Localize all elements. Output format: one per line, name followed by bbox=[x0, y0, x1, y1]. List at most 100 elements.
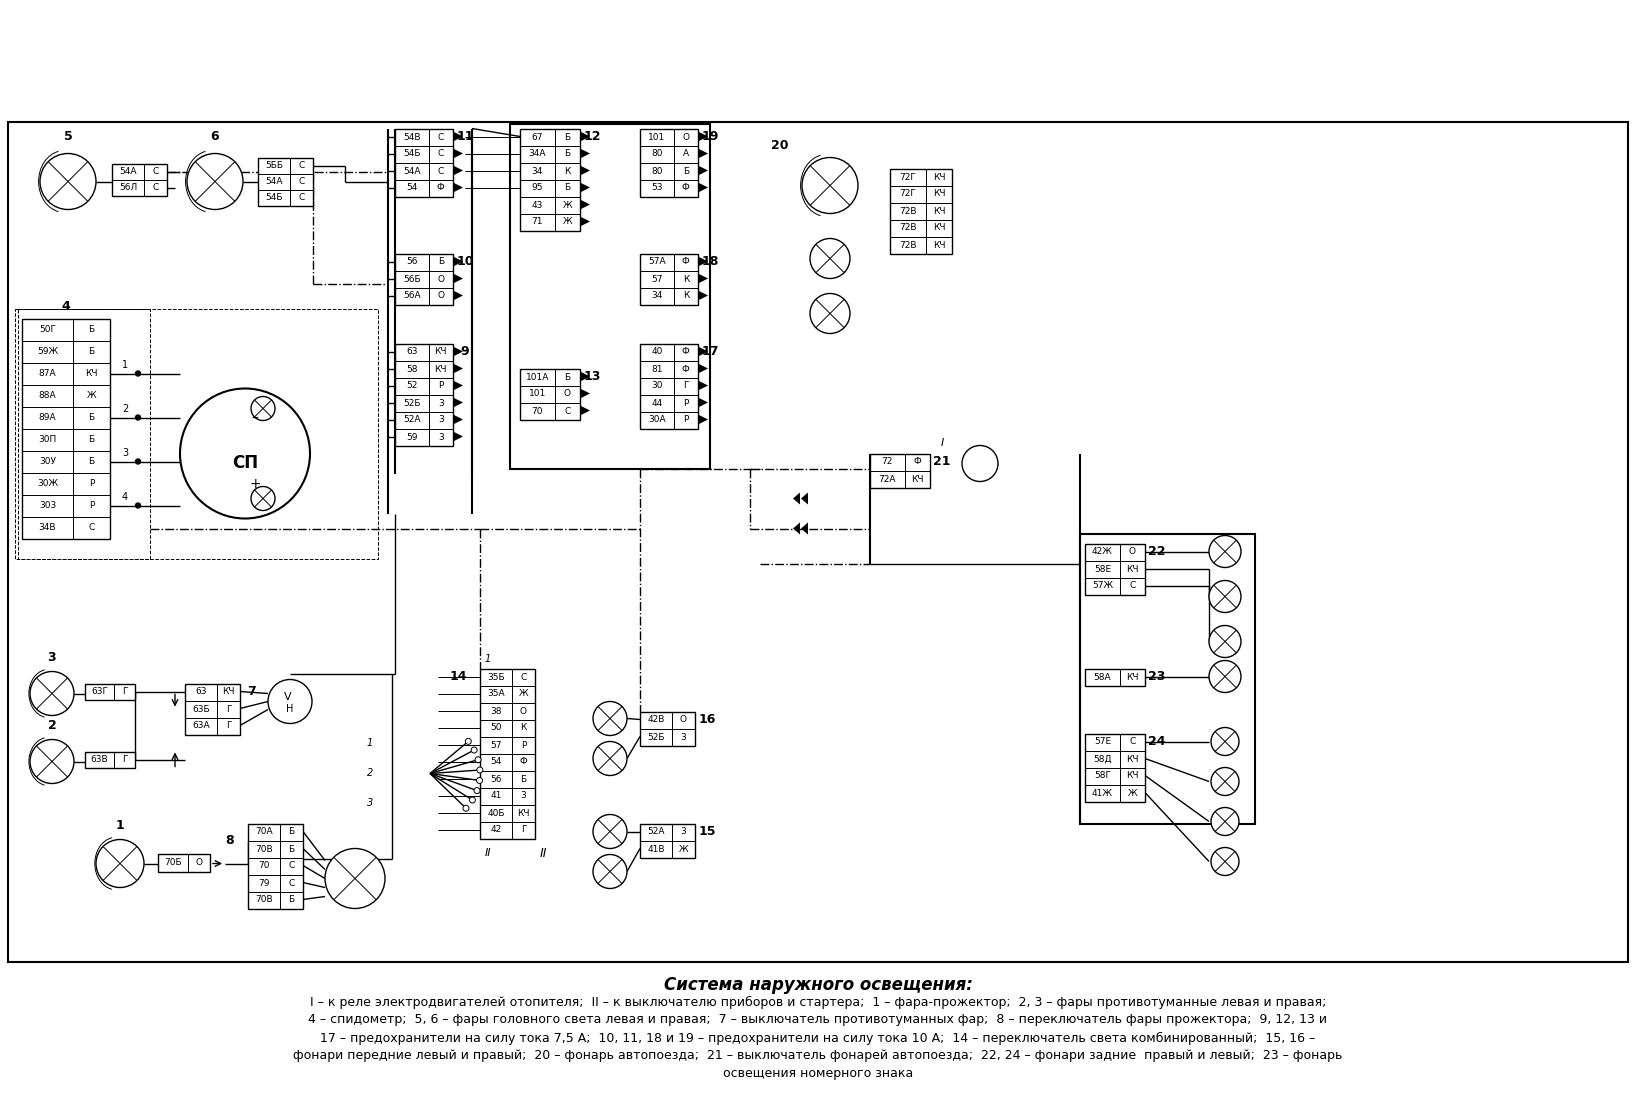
Bar bbox=[85, 683, 136, 700]
Text: КЧ: КЧ bbox=[517, 808, 530, 817]
Bar bbox=[1080, 533, 1255, 824]
Circle shape bbox=[326, 848, 384, 908]
Polygon shape bbox=[453, 182, 463, 192]
Text: 88А: 88А bbox=[39, 391, 56, 400]
Text: 2: 2 bbox=[47, 719, 56, 732]
Polygon shape bbox=[699, 166, 708, 176]
Text: Б: Б bbox=[564, 183, 571, 192]
Text: 2: 2 bbox=[366, 769, 373, 779]
Text: II: II bbox=[484, 848, 491, 859]
Text: О: О bbox=[682, 133, 689, 142]
Bar bbox=[18, 308, 378, 558]
Text: 34А: 34А bbox=[528, 149, 546, 158]
Bar bbox=[185, 683, 240, 735]
Text: 24: 24 bbox=[1148, 735, 1166, 748]
Text: КЧ: КЧ bbox=[1126, 755, 1139, 764]
Polygon shape bbox=[699, 273, 708, 283]
Bar bbox=[85, 751, 136, 768]
Text: Б: Б bbox=[564, 149, 571, 158]
Text: 71: 71 bbox=[532, 217, 543, 226]
Text: 56: 56 bbox=[491, 774, 502, 783]
Circle shape bbox=[1211, 727, 1238, 756]
Text: 80: 80 bbox=[651, 149, 663, 158]
Text: 3: 3 bbox=[438, 416, 443, 425]
Bar bbox=[258, 158, 312, 205]
Polygon shape bbox=[453, 166, 463, 176]
Bar bbox=[520, 369, 581, 419]
Polygon shape bbox=[581, 148, 591, 158]
Text: С: С bbox=[1129, 581, 1135, 590]
Polygon shape bbox=[793, 493, 800, 505]
Text: КЧ: КЧ bbox=[1126, 672, 1139, 681]
Circle shape bbox=[592, 701, 627, 735]
Text: С: С bbox=[438, 133, 443, 142]
Text: Г: Г bbox=[226, 722, 231, 731]
Text: 44: 44 bbox=[651, 398, 663, 407]
Polygon shape bbox=[453, 431, 463, 441]
Text: Б: Б bbox=[88, 325, 95, 333]
Text: 70В: 70В bbox=[255, 895, 273, 905]
Bar bbox=[394, 253, 453, 305]
Text: Б: Б bbox=[88, 347, 95, 357]
Circle shape bbox=[1209, 535, 1242, 567]
Text: 101А: 101А bbox=[525, 373, 550, 382]
Text: 57Е: 57Е bbox=[1094, 737, 1111, 746]
Text: 52А: 52А bbox=[648, 827, 664, 837]
Polygon shape bbox=[581, 388, 591, 398]
Text: 3: 3 bbox=[366, 799, 373, 808]
Bar bbox=[510, 124, 710, 468]
Text: 63Б: 63Б bbox=[191, 704, 209, 713]
Text: 56А: 56А bbox=[402, 292, 420, 301]
Bar bbox=[640, 253, 699, 305]
Text: 22: 22 bbox=[1148, 545, 1166, 558]
Text: 41Ж: 41Ж bbox=[1091, 789, 1112, 798]
Text: Б: Б bbox=[88, 436, 95, 444]
Bar bbox=[111, 163, 167, 195]
Text: 4: 4 bbox=[123, 491, 128, 501]
Circle shape bbox=[1209, 580, 1242, 612]
Text: Р: Р bbox=[684, 416, 689, 425]
Text: 4 – спидометр;  5, 6 – фары головного света левая и правая;  7 – выключатель про: 4 – спидометр; 5, 6 – фары головного све… bbox=[309, 1014, 1327, 1027]
Bar bbox=[1085, 543, 1145, 595]
Text: Р: Р bbox=[88, 479, 95, 488]
Text: Б: Б bbox=[288, 895, 294, 905]
Bar bbox=[890, 169, 952, 253]
Bar bbox=[1085, 668, 1145, 686]
Text: Ф: Ф bbox=[682, 183, 690, 192]
Text: К: К bbox=[520, 724, 527, 733]
Text: 81: 81 bbox=[651, 364, 663, 373]
Bar bbox=[21, 318, 110, 539]
Text: 38: 38 bbox=[491, 706, 502, 715]
Text: К: К bbox=[682, 274, 689, 283]
Text: 72Г: 72Г bbox=[900, 172, 916, 181]
Text: 56Б: 56Б bbox=[402, 274, 420, 283]
Text: 58: 58 bbox=[406, 364, 417, 373]
Bar bbox=[394, 343, 453, 445]
Bar bbox=[1085, 734, 1145, 802]
Text: 34В: 34В bbox=[39, 523, 56, 532]
Text: 30А: 30А bbox=[648, 416, 666, 425]
Circle shape bbox=[29, 739, 74, 783]
Polygon shape bbox=[699, 415, 708, 425]
Circle shape bbox=[97, 839, 144, 887]
Text: С: С bbox=[152, 183, 159, 192]
Circle shape bbox=[474, 788, 479, 793]
Text: 56Л: 56Л bbox=[119, 183, 137, 192]
Text: Р: Р bbox=[438, 382, 443, 391]
Text: КЧ: КЧ bbox=[933, 190, 946, 199]
Polygon shape bbox=[453, 347, 463, 357]
Text: Ф: Ф bbox=[437, 183, 445, 192]
Text: 34: 34 bbox=[532, 167, 543, 176]
Text: 58А: 58А bbox=[1093, 672, 1111, 681]
Text: КЧ: КЧ bbox=[85, 369, 98, 378]
Text: 54А: 54А bbox=[402, 167, 420, 176]
Bar bbox=[520, 128, 581, 230]
Text: 101: 101 bbox=[648, 133, 666, 142]
Circle shape bbox=[802, 158, 857, 214]
Text: 52Б: 52Б bbox=[648, 733, 664, 742]
Text: Б: Б bbox=[564, 373, 571, 382]
Text: Г: Г bbox=[226, 704, 231, 713]
Bar bbox=[870, 453, 929, 487]
Text: 10: 10 bbox=[456, 255, 474, 268]
Text: V: V bbox=[285, 691, 291, 701]
